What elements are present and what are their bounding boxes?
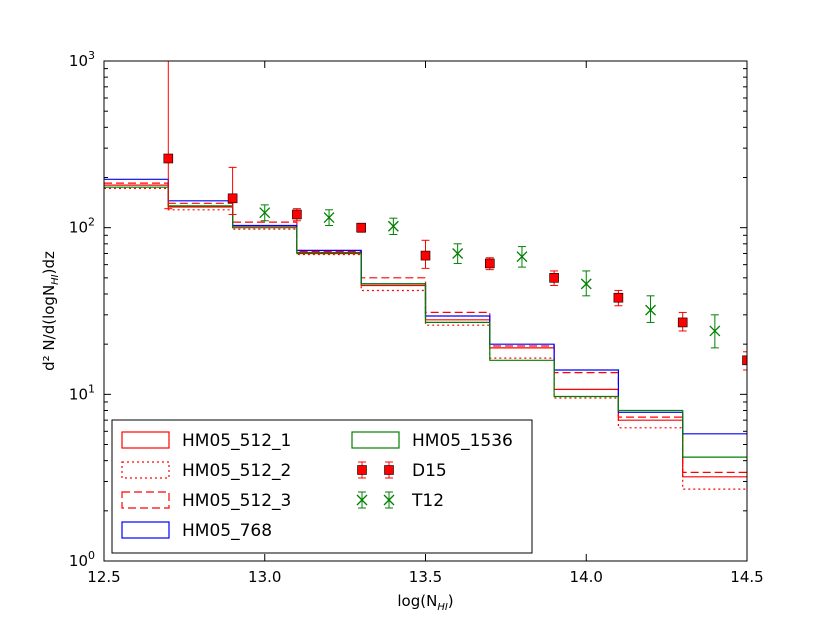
d15-point (549, 273, 559, 283)
legend-label: HM05_512_3 (182, 491, 291, 511)
t12-point (709, 325, 721, 337)
d15-point (742, 355, 747, 366)
y-tick-label: 100 (69, 549, 95, 570)
legend-box (111, 419, 533, 554)
legend-marker (384, 465, 394, 475)
legend-marker (357, 465, 367, 475)
y-axis-label: d² N/d(logNHI)dz (40, 251, 61, 371)
d15-point (420, 250, 431, 261)
t12-point (323, 212, 335, 224)
legend-label: HM05_1536 (412, 431, 513, 451)
t12-point (516, 251, 528, 263)
x-tick-label: 12.5 (87, 568, 120, 586)
point-series-group (163, 61, 747, 371)
x-axis-label: log(NHI) (397, 592, 453, 613)
legend-label: HM05_768 (182, 521, 272, 541)
y-tick-label: 103 (69, 49, 95, 70)
legend-swatch (121, 521, 170, 539)
legend-swatch (351, 431, 400, 449)
legend-marker (383, 494, 395, 506)
d15-point (227, 193, 238, 204)
t12-point (259, 207, 271, 219)
t12-point (645, 304, 657, 316)
t12-point (452, 248, 464, 259)
axis-ticks: 12.5 13.0 13.5 14.0 14.5 100 101 102 103 (69, 49, 764, 586)
x-tick-label: 13.5 (409, 568, 442, 586)
d15-point (292, 209, 302, 220)
legend-label: T12 (411, 491, 444, 511)
d15-point (356, 222, 367, 233)
legend-label: D15 (412, 461, 447, 481)
legend-label: HM05_512_2 (182, 461, 291, 481)
legend-swatch (121, 491, 170, 509)
x-tick-label: 13.0 (248, 568, 281, 586)
x-tick-label: 14.5 (730, 568, 763, 586)
legend-label: HM05_512_1 (182, 431, 291, 451)
y-tick-label: 102 (69, 216, 95, 237)
legend: HM05_512_1 HM05_512_2 HM05_512_3 HM05_768 HM… (111, 419, 533, 554)
x-tick-label: 14.0 (570, 568, 603, 586)
d15-point (613, 292, 624, 303)
t12-point (387, 220, 399, 232)
d15-point (677, 317, 688, 328)
d15-point (484, 258, 495, 269)
legend-marker (356, 494, 368, 506)
legend-swatch (121, 461, 170, 479)
d15-point (163, 153, 174, 164)
t12-point (580, 278, 592, 290)
y-tick-label: 101 (69, 382, 95, 403)
legend-swatch (121, 431, 170, 449)
